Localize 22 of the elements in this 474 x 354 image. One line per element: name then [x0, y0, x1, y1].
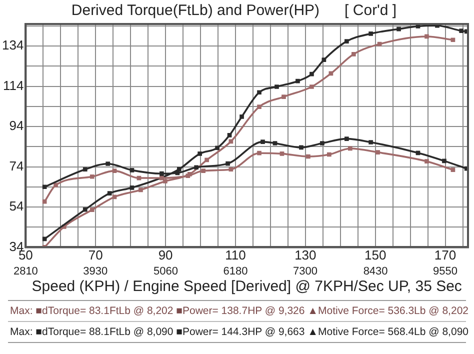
x2-tick-label: 3930 [83, 265, 108, 278]
x2-tick-label: 6180 [223, 265, 248, 278]
text: Max: ■dTorque= 88.1FtLb @ 8,090 ■Power= 144.3HP @ 9,663 ▲Motive Force= 568.4Lb @ 8,090 [8, 321, 468, 342]
x-tick-label: 130 [294, 248, 316, 263]
y-tick-label: 94 [9, 118, 24, 134]
x-tick-label: 70 [88, 248, 103, 263]
y-tick-label: 114 [2, 78, 24, 93]
chart-title: Derived Torque(FtLb) and Power(HP) [ Cor'd ] [71, 2, 397, 20]
x-tick-label: 90 [158, 248, 173, 263]
x2-tick-label: 7300 [292, 265, 318, 278]
x-tick-label: 150 [364, 248, 386, 263]
text: Max: ■dTorque= 83.1FtLb @ 8,202 ■Power= 138.7HP @ 9,326 ▲Motive Force= 536.3Lb @ 8,202 [9, 304, 468, 319]
x2-tick-label: 5060 [154, 265, 178, 278]
x2-tick-label: 9550 [433, 265, 458, 278]
y-tick-label: 54 [9, 198, 24, 214]
x2-tick-label: 2810 [13, 265, 38, 278]
y-tick-label: 74 [9, 158, 24, 174]
y-tick-label: 134 [2, 38, 24, 53]
x-tick-label: 110 [225, 248, 246, 263]
x-tick-label: 170 [434, 248, 456, 263]
x-axis-title: Speed (KPH) / Engine Speed [Derived] @ 7KPH/Sec UP, 35 Sec [32, 278, 462, 296]
x2-tick-label: 8430 [363, 265, 388, 278]
